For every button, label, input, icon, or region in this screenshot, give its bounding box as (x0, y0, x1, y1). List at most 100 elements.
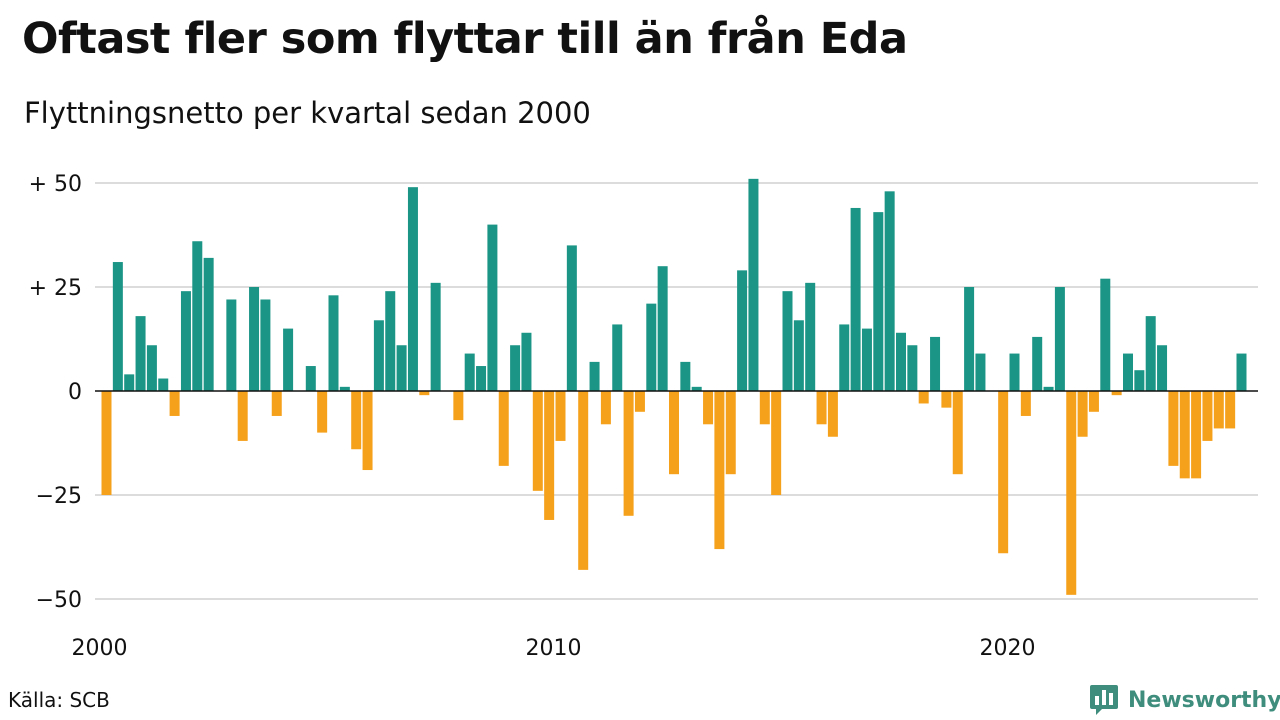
bar (759, 391, 770, 425)
bar (453, 391, 464, 421)
bar (884, 191, 895, 391)
bar (260, 299, 271, 391)
bar (703, 391, 714, 425)
bar (714, 391, 725, 550)
x-tick-label: 2020 (980, 636, 1036, 661)
bar (101, 391, 112, 495)
chart-title: Oftast fler som flyttar till än från Eda (22, 14, 908, 64)
bar (544, 391, 555, 520)
bar (680, 361, 691, 391)
bar (771, 391, 782, 495)
bar (1043, 386, 1054, 391)
bar (317, 391, 328, 433)
bar (793, 320, 804, 391)
bar (1066, 391, 1077, 595)
bar (952, 391, 963, 475)
y-tick-label: + 25 (29, 276, 82, 301)
bar (430, 282, 441, 391)
bar (203, 257, 214, 391)
bar (578, 391, 589, 570)
bar (861, 328, 872, 391)
bar (1236, 353, 1247, 391)
bar (464, 353, 475, 391)
bar (362, 391, 373, 471)
brand-name: Newsworthy (1128, 687, 1280, 713)
bar (1123, 353, 1133, 391)
bar (305, 366, 316, 391)
bar (1009, 353, 1020, 391)
bar (476, 366, 487, 391)
bar (1088, 391, 1099, 412)
bar (1145, 316, 1156, 391)
bar (158, 378, 169, 391)
bars (101, 178, 1247, 595)
bar (1179, 391, 1190, 479)
bar (657, 266, 668, 391)
bar (566, 245, 577, 391)
bar (532, 391, 543, 491)
bar (691, 386, 702, 391)
bar (589, 361, 600, 391)
bar (623, 391, 634, 516)
bar (1134, 370, 1145, 391)
bar (487, 224, 498, 391)
bar (385, 291, 396, 391)
bar (850, 207, 861, 391)
brand-logo: Newsworthy (1088, 683, 1280, 717)
bar (725, 391, 736, 475)
bar-chart: + 50 + 25 0 −25 −50 2000 2010 2020 (29, 172, 1258, 661)
bar (419, 391, 430, 396)
bar (226, 299, 237, 391)
bar-chart-speech-bubble-icon (1090, 685, 1118, 715)
bar (748, 178, 759, 391)
bar (271, 391, 282, 416)
bar (1032, 336, 1043, 391)
bar (112, 262, 123, 391)
chart-subtitle: Flyttningsnetto per kvartal sedan 2000 (24, 96, 591, 130)
y-tick-label: 0 (68, 380, 82, 405)
bar (283, 328, 294, 391)
x-tick-label: 2000 (72, 636, 128, 661)
bar (907, 345, 918, 391)
bar (510, 345, 521, 391)
bar (1077, 391, 1088, 437)
y-tick-label: −50 (36, 588, 82, 613)
bar (873, 212, 884, 391)
bar (782, 291, 793, 391)
bar (146, 345, 157, 391)
bar (180, 291, 191, 391)
bar (669, 391, 679, 475)
bar (328, 295, 339, 391)
bar (1111, 391, 1122, 396)
bar (1020, 391, 1031, 416)
bar (600, 391, 611, 425)
x-axis-ticks: 2000 2010 2020 (72, 636, 1036, 661)
bar (1100, 278, 1111, 391)
bar (135, 316, 146, 391)
bar (634, 391, 645, 412)
bar (521, 332, 532, 391)
bar (941, 391, 952, 408)
bar (373, 320, 384, 391)
bar (1225, 391, 1236, 429)
bar (1202, 391, 1213, 441)
bar (1054, 287, 1065, 391)
bar (964, 287, 975, 391)
source-note: Källa: SCB (8, 688, 110, 712)
bar (896, 332, 906, 391)
y-tick-label: −25 (36, 484, 82, 509)
bar (998, 391, 1009, 554)
bar (827, 391, 838, 437)
bar (1213, 391, 1224, 429)
bar (339, 386, 350, 391)
bar (498, 391, 509, 466)
bar (975, 353, 986, 391)
bar (1168, 391, 1179, 466)
bar (930, 336, 941, 391)
bar (1191, 391, 1202, 479)
bar (169, 391, 180, 416)
x-tick-label: 2010 (526, 636, 582, 661)
bar (351, 391, 362, 450)
bar (1157, 345, 1168, 391)
bar (918, 391, 929, 404)
